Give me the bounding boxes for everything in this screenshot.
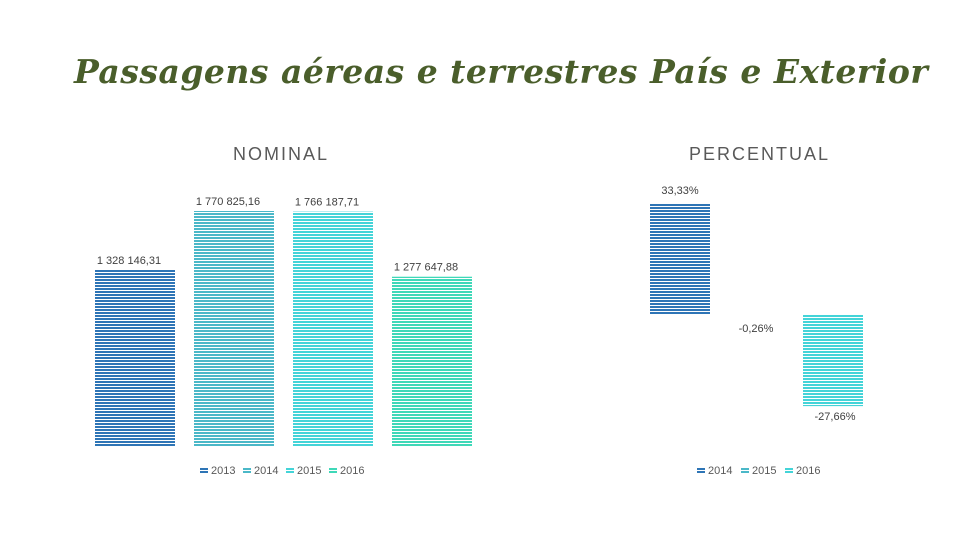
page-title: Passagens aéreas e terrestres País e Ext… <box>74 52 929 91</box>
nominal-data-label-2016: 1 277 647,88 <box>394 262 458 274</box>
percentual-chart-title: PERCENTUAL <box>689 144 831 164</box>
nominal-chart-title: NOMINAL <box>233 144 330 164</box>
nominal-legend-swatch-2013 <box>200 467 208 473</box>
percentual-data-label-2015: -0,26% <box>739 323 774 335</box>
nominal-legend-swatch-2015 <box>286 467 294 473</box>
nominal-legend-label-2014: 2014 <box>254 465 278 477</box>
nominal-data-label-2015: 1 766 187,71 <box>295 197 359 209</box>
nominal-bar-2015 <box>293 211 373 447</box>
percentual-chart: 33,33% -0,26% -27,66% 2014 2015 2016 <box>650 185 863 477</box>
nominal-bar-2013 <box>95 269 175 447</box>
percentual-legend-label-2015: 2015 <box>752 465 776 477</box>
percentual-bar-2014 <box>650 203 710 314</box>
percentual-legend-label-2016: 2016 <box>796 465 820 477</box>
nominal-legend-swatch-2014 <box>243 467 251 473</box>
percentual-bar-2015 <box>726 314 786 315</box>
percentual-data-label-2014: 33,33% <box>661 185 699 197</box>
percentual-legend-swatch-2014 <box>697 467 705 473</box>
nominal-bar-2016 <box>392 276 472 447</box>
percentual-data-label-2016: -27,66% <box>815 411 856 423</box>
percentual-legend-swatch-2016 <box>785 467 793 473</box>
nominal-chart: 1 328 146,31 1 770 825,16 1 766 187,71 1 27… <box>95 196 472 477</box>
nominal-data-label-2014: 1 770 825,16 <box>196 196 260 208</box>
nominal-legend-swatch-2016 <box>329 467 337 473</box>
nominal-bar-2014 <box>194 211 274 447</box>
nominal-legend-label-2016: 2016 <box>340 465 364 477</box>
nominal-data-label-2013: 1 328 146,31 <box>97 255 161 267</box>
percentual-bar-2016 <box>803 314 863 407</box>
nominal-legend-label-2013: 2013 <box>211 465 235 477</box>
nominal-legend-label-2015: 2015 <box>297 465 321 477</box>
percentual-legend-label-2014: 2014 <box>708 465 732 477</box>
percentual-legend-swatch-2015 <box>741 467 749 473</box>
